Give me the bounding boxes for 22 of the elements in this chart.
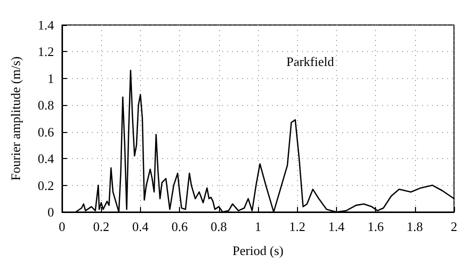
- y-tick-label: 1: [48, 70, 54, 86]
- y-tick-label: 1.2: [38, 44, 54, 60]
- x-tick-label: 0.2: [93, 219, 110, 234]
- x-tick-label: 0: [58, 219, 66, 234]
- x-tick-label: 1.4: [328, 219, 346, 234]
- y-tick-label: 0.2: [38, 178, 54, 193]
- y-tick-label: 1.4: [38, 18, 54, 32]
- y-tick-label: 0: [48, 204, 54, 220]
- y-tick-label: 0.8: [38, 98, 54, 113]
- x-tick-label: 1.6: [367, 219, 384, 234]
- x-axis-title: Period (s): [232, 243, 284, 258]
- x-tick-label: 2: [450, 219, 458, 234]
- x-tick-label: 0.6: [171, 219, 188, 234]
- x-tick-label: 1.2: [289, 219, 306, 234]
- y-tick-label: 0.6: [38, 124, 54, 140]
- annotation: Parkfield: [286, 54, 334, 69]
- x-tick-label: 1.8: [406, 219, 423, 234]
- y-tick-label: 0.4: [38, 151, 54, 166]
- x-tick-label: 1: [254, 219, 262, 234]
- x-tick-label: 0.8: [210, 219, 227, 234]
- y-axis-title: Fourier amplitude (m/s): [8, 56, 23, 181]
- x-tick-label: 0.4: [132, 219, 150, 234]
